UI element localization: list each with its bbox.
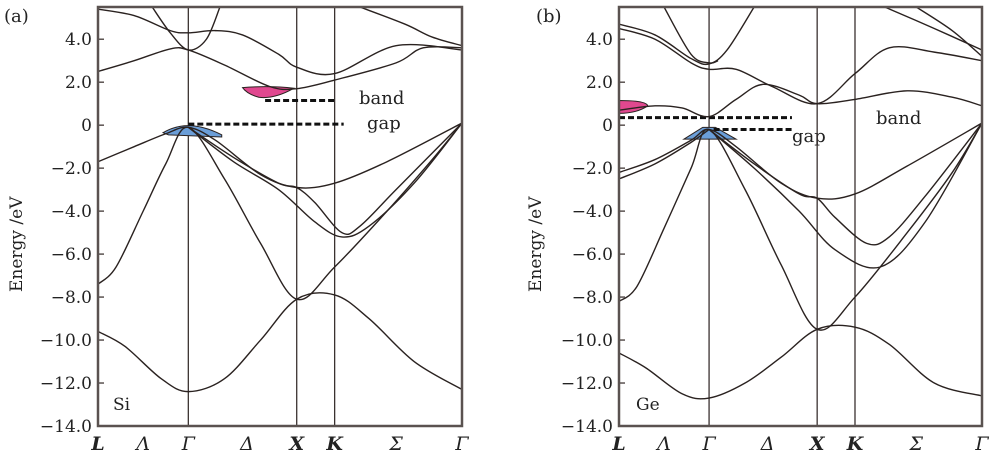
y-tick-label: −8.0 [51,288,92,308]
band-curve [619,7,755,66]
y-tick-label: −14.0 [561,417,613,437]
band-curve [187,122,462,235]
band-curve [98,46,462,91]
y-tick-label: 4.0 [65,30,92,50]
y-tick-label: 0 [602,116,613,136]
y-axis-label-a: Energy /eV [7,196,27,292]
annotation-band-a: band [359,88,404,109]
k-point-label: K [325,433,344,455]
panel-label-b: (b) [536,6,562,27]
y-tick-label: −4.0 [572,202,613,222]
band-curve [98,292,462,393]
k-point-label: Σ [909,433,924,455]
k-point-label: Δ [760,433,775,455]
band-curve [915,7,982,57]
y-tick-label: −10.0 [40,331,92,351]
band-curve [619,27,982,105]
y-tick-label: 2.0 [586,73,613,93]
y-tick-label: −12.0 [561,374,613,394]
band-curve [151,7,221,51]
annotation-band-b: band [876,108,921,129]
band-curve [619,128,710,180]
k-point-label: L [90,433,104,455]
band-curve [884,7,982,51]
plot-frame [96,5,464,428]
band-curve [98,122,462,301]
band-curve [619,122,982,331]
y-axis-label-b: Energy /eV [526,196,546,292]
conduction-band-min-region [241,86,296,99]
y-tick-label: −8.0 [572,288,613,308]
band-curve [663,7,719,64]
band-curve [187,122,462,238]
band-curve [708,122,982,269]
band-curve [98,8,462,76]
y-tick-label: 0 [81,116,92,136]
y-tick-label: −4.0 [51,202,92,222]
y-tick-label: −14.0 [40,417,92,437]
band-curve [98,122,462,189]
k-point-label: Λ [134,433,150,455]
y-tick-label: −6.0 [51,245,92,265]
band-curve [708,122,982,246]
material-label-ge: Ge [636,395,660,415]
y-tick-label: −6.0 [572,245,613,265]
material-label-si: Si [113,395,131,415]
band-curve [619,324,982,400]
panel-a-si: 4.0 2.0 0 −2.0 −4.0 −6.0 −8.0 −10.0 −12.0 −14.0L Λ… [40,5,469,455]
panel-b-ge: 4.0 2.0 0 −2.0 −4.0 −6.0 −8.0 −10.0 −12.0 −14.0L Λ… [561,5,989,455]
y-tick-label: 4.0 [586,30,613,50]
y-tick-label: 2.0 [65,73,92,93]
k-point-label: Σ [388,433,403,455]
k-point-label: Γ [454,433,469,455]
k-point-label: Γ [701,433,716,455]
k-point-label: X [288,433,305,455]
annotation-gap-b: gap [792,126,826,147]
k-point-label: Λ [655,433,671,455]
k-point-label: Δ [239,433,254,455]
y-tick-label: −2.0 [51,159,92,179]
k-point-label: Γ [181,433,196,455]
k-point-label: L [611,433,625,455]
plot-frame [617,5,984,428]
y-tick-label: −12.0 [40,374,92,394]
k-point-label: Γ [974,433,989,455]
panel-label-a: (a) [4,6,29,27]
annotation-gap-a: gap [367,113,401,134]
k-point-label: K [846,433,865,455]
k-point-label: X [809,433,826,455]
y-tick-label: −2.0 [572,159,613,179]
band-curve [619,83,982,118]
band-curve [359,7,462,47]
y-tick-label: −10.0 [561,331,613,351]
